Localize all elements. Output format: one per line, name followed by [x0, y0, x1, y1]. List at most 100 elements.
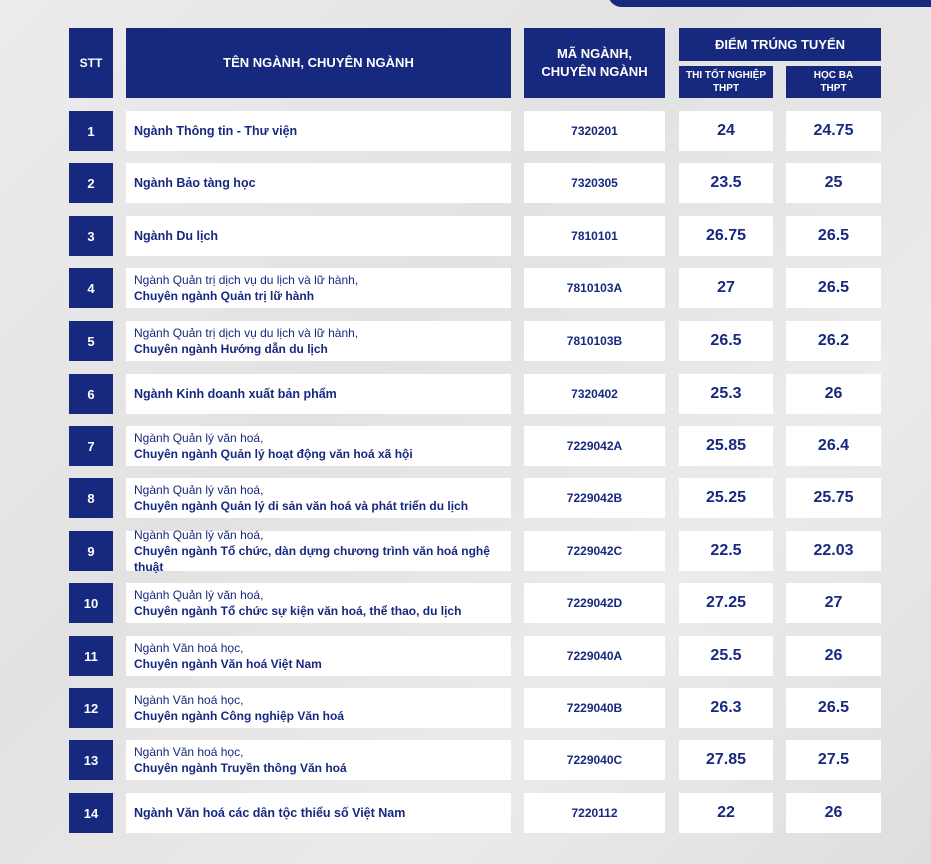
- row-code: 7229040B: [524, 688, 665, 728]
- row-program-line: Chuyên ngành Hướng dẫn du lịch: [134, 341, 328, 356]
- table-row: 14 Ngành Văn hoá các dân tộc thiểu số Việ…: [0, 793, 931, 833]
- row-stt: 8: [69, 478, 113, 518]
- row-name-cell: Ngành Du lịch: [126, 216, 511, 256]
- header-name-label: TÊN NGÀNH, CHUYÊN NGÀNH: [223, 55, 414, 71]
- row-stt: 7: [69, 426, 113, 466]
- row-program-line: Chuyên ngành Tổ chức, dàn dựng chương tr…: [134, 543, 490, 574]
- row-name-cell: Ngành Quản lý văn hoá, Chuyên ngành Tổ ch…: [126, 583, 511, 623]
- row-stt: 10: [69, 583, 113, 623]
- row-score-hocba: 26.5: [786, 688, 881, 728]
- row-name-cell: Ngành Thông tin - Thư viện: [126, 111, 511, 151]
- row-score-thpt: 27: [679, 268, 773, 308]
- table-row: 12 Ngành Văn hoá học, Chuyên ngành Công ng…: [0, 688, 931, 728]
- table-row: 10 Ngành Quản lý văn hoá, Chuyên ngành Tổ …: [0, 583, 931, 623]
- table-row: 7 Ngành Quản lý văn hoá, Chuyên ngành Quản…: [0, 426, 931, 466]
- row-major-line: Ngành Văn hoá học,: [134, 744, 244, 759]
- row-score-thpt: 22.5: [679, 531, 773, 571]
- table-row: 13 Ngành Văn hoá học, Chuyên ngành Truyền …: [0, 740, 931, 780]
- row-code: 7810103A: [524, 268, 665, 308]
- row-name-cell: Ngành Văn hoá các dân tộc thiểu số Việt …: [126, 793, 511, 833]
- row-stt: 11: [69, 636, 113, 676]
- row-code: 7229040C: [524, 740, 665, 780]
- header-code-line1: MÃ NGÀNH,: [556, 46, 633, 62]
- row-name-cell: Ngành Văn hoá học, Chuyên ngành Truyền th…: [126, 740, 511, 780]
- row-score-thpt: 26.3: [679, 688, 773, 728]
- row-code: 7810103B: [524, 321, 665, 361]
- row-code: 7320305: [524, 163, 665, 203]
- header-hocba-line2: THPT: [820, 83, 847, 94]
- table-row: 5 Ngành Quản trị dịch vụ du lịch và lữ hà…: [0, 321, 931, 361]
- row-score-thpt: 23.5: [679, 163, 773, 203]
- row-score-hocba: 22.03: [786, 531, 881, 571]
- row-program-line: Chuyên ngành Công nghiệp Văn hoá: [134, 708, 344, 723]
- row-score-thpt: 27.85: [679, 740, 773, 780]
- row-stt: 5: [69, 321, 113, 361]
- table-row: 11 Ngành Văn hoá học, Chuyên ngành Văn hoá…: [0, 636, 931, 676]
- header-hocba: HỌC BẠ THPT: [786, 66, 881, 98]
- row-code: 7810101: [524, 216, 665, 256]
- header-score: ĐIỂM TRÚNG TUYỂN: [679, 28, 881, 61]
- row-major-line: Ngành Văn hoá học,: [134, 692, 244, 707]
- row-program-line: Ngành Kinh doanh xuất bản phẩm: [134, 387, 337, 401]
- row-major-line: Ngành Quản lý văn hoá,: [134, 482, 264, 497]
- row-program-line: Chuyên ngành Truyền thông Văn hoá: [134, 760, 347, 775]
- row-program-line: Chuyên ngành Quản trị lữ hành: [134, 288, 315, 303]
- row-major-line: Ngành Quản lý văn hoá,: [134, 430, 264, 445]
- header-code: MÃ NGÀNH, CHUYÊN NGÀNH: [524, 28, 665, 98]
- row-program-line: Chuyên ngành Quản lý hoạt động văn hoá x…: [134, 446, 413, 461]
- row-score-thpt: 27.25: [679, 583, 773, 623]
- row-stt: 12: [69, 688, 113, 728]
- header-hocba-line1: HỌC BẠ: [813, 70, 854, 81]
- row-name-cell: Ngành Quản trị dịch vụ du lịch và lữ hàn…: [126, 268, 511, 308]
- table-row: 6 Ngành Kinh doanh xuất bản phẩm 7320402 25…: [0, 374, 931, 414]
- row-score-hocba: 27: [786, 583, 881, 623]
- row-code: 7229040A: [524, 636, 665, 676]
- row-stt: 1: [69, 111, 113, 151]
- row-name-cell: Ngành Bảo tàng học: [126, 163, 511, 203]
- header-stt: STT: [69, 28, 113, 98]
- row-score-thpt: 25.3: [679, 374, 773, 414]
- row-program-line: Chuyên ngành Văn hoá Việt Nam: [134, 656, 322, 671]
- header-thpt: THI TỐT NGHIỆP THPT: [679, 66, 773, 98]
- row-score-thpt: 25.25: [679, 478, 773, 518]
- table-row: 1 Ngành Thông tin - Thư viện 7320201 24 24.7…: [0, 111, 931, 151]
- row-code: 7320402: [524, 374, 665, 414]
- row-stt: 9: [69, 531, 113, 571]
- row-program-line: Ngành Du lịch: [134, 229, 219, 243]
- row-major-line: Ngành Quản lý văn hoá,: [134, 587, 264, 602]
- row-program-line: Chuyên ngành Quản lý di sản văn hoá và p…: [134, 498, 469, 513]
- row-code: 7320201: [524, 111, 665, 151]
- row-major-line: Ngành Văn hoá học,: [134, 640, 244, 655]
- row-score-hocba: 26: [786, 793, 881, 833]
- row-stt: 14: [69, 793, 113, 833]
- row-major-line: Ngành Quản lý văn hoá,: [134, 527, 264, 542]
- row-major-line: Ngành Quản trị dịch vụ du lịch và lữ hàn…: [134, 325, 359, 340]
- row-stt: 13: [69, 740, 113, 780]
- row-code: 7220112: [524, 793, 665, 833]
- row-score-hocba: 26.5: [786, 216, 881, 256]
- row-program-line: Ngành Văn hoá các dân tộc thiểu số Việt …: [134, 806, 406, 820]
- row-program-line: Ngành Thông tin - Thư viện: [134, 124, 298, 138]
- row-code: 7229042A: [524, 426, 665, 466]
- row-score-hocba: 26.5: [786, 268, 881, 308]
- row-program-line: Chuyên ngành Tổ chức sự kiện văn hoá, th…: [134, 603, 462, 618]
- row-score-thpt: 26.5: [679, 321, 773, 361]
- row-score-hocba: 26: [786, 636, 881, 676]
- table-row: 8 Ngành Quản lý văn hoá, Chuyên ngành Quản…: [0, 478, 931, 518]
- row-score-hocba: 27.5: [786, 740, 881, 780]
- header-thpt-line1: THI TỐT NGHIỆP: [686, 70, 766, 81]
- row-code: 7229042B: [524, 478, 665, 518]
- row-major-line: Ngành Quản trị dịch vụ du lịch và lữ hàn…: [134, 272, 359, 287]
- row-score-hocba: 26: [786, 374, 881, 414]
- header-thpt-line2: THPT: [712, 83, 740, 94]
- header-score-label: ĐIỂM TRÚNG TUYỂN: [715, 36, 845, 52]
- row-code: 7229042D: [524, 583, 665, 623]
- header-name: TÊN NGÀNH, CHUYÊN NGÀNH: [126, 28, 511, 98]
- row-score-thpt: 24: [679, 111, 773, 151]
- row-score-hocba: 25: [786, 163, 881, 203]
- row-program-line: Ngành Bảo tàng học: [134, 176, 256, 190]
- row-name-cell: Ngành Văn hoá học, Chuyên ngành Công nghi…: [126, 688, 511, 728]
- row-score-hocba: 26.4: [786, 426, 881, 466]
- table-row: 9 Ngành Quản lý văn hoá, Chuyên ngành Tổ c…: [0, 527, 931, 574]
- row-name-cell: Ngành Kinh doanh xuất bản phẩm: [126, 374, 511, 414]
